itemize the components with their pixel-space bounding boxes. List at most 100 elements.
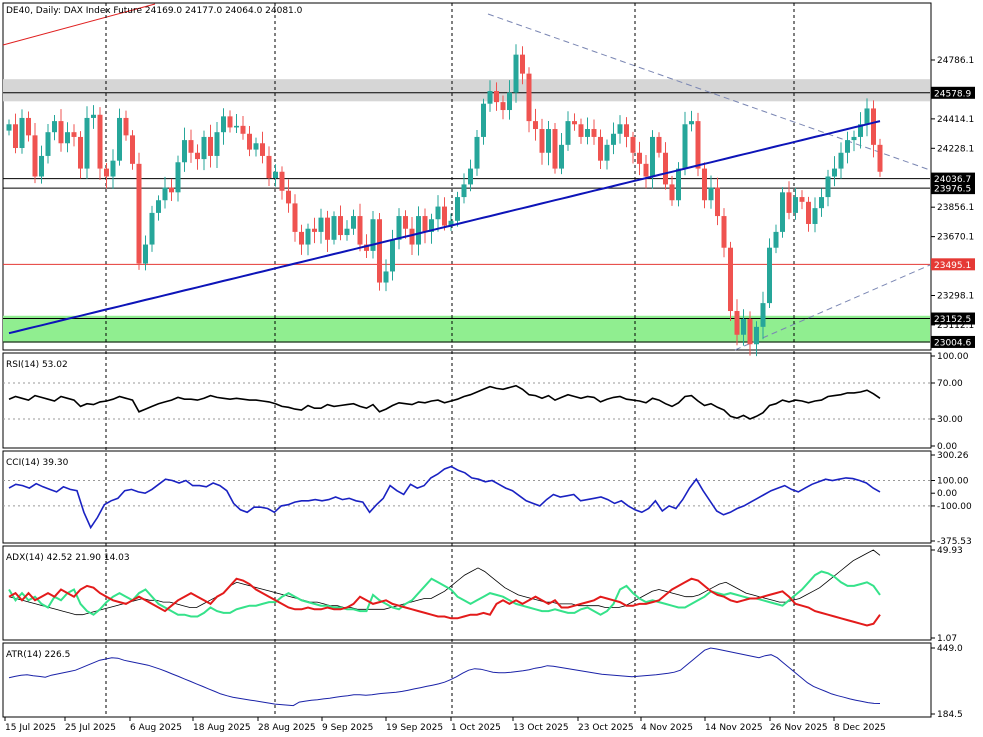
price-label-bg — [931, 172, 975, 185]
candle-body — [279, 171, 285, 191]
candle-body — [533, 121, 538, 130]
candle-body — [572, 121, 577, 125]
candle-body — [136, 163, 142, 264]
y-tick-label: 23670.1 — [937, 233, 974, 243]
candle-body — [357, 216, 363, 245]
indicator-tick-label: 49.93 — [937, 546, 963, 556]
x-tick-label: 25 Jul 2025 — [65, 723, 116, 733]
candle-body — [539, 129, 545, 153]
candle-body — [565, 121, 571, 145]
price-label-text: 23976.5 — [934, 185, 971, 195]
rsi-line — [8, 384, 881, 420]
indicator-tick-label: 1.07 — [937, 634, 957, 644]
candle-body — [481, 103, 486, 137]
candle-body — [494, 91, 499, 103]
candle-body — [318, 217, 324, 232]
candle-body — [39, 155, 44, 177]
candle-body — [84, 117, 90, 169]
candle-body — [468, 168, 473, 185]
candle-body — [19, 117, 25, 149]
candle-body — [383, 271, 389, 283]
candle-body — [669, 184, 675, 201]
indicator-tick-label: 300.26 — [937, 451, 969, 461]
candle-body — [695, 121, 701, 169]
candle-body — [559, 144, 564, 169]
candle-body — [175, 162, 181, 193]
candle-body — [325, 217, 330, 240]
candle-body — [806, 201, 811, 224]
x-tick-label: 15 Jul 2025 — [5, 723, 56, 733]
candle-body — [390, 239, 395, 272]
candle-body — [253, 143, 259, 150]
candle-body — [123, 117, 129, 136]
candle-body — [292, 203, 298, 232]
candle-body — [260, 143, 265, 156]
candle-body — [708, 187, 714, 201]
candle-body — [26, 117, 31, 136]
candle-body — [643, 163, 649, 177]
candles — [6, 44, 883, 357]
candle-body — [617, 124, 623, 134]
candle-body — [195, 152, 200, 160]
x-tick-label: 28 Aug 2025 — [258, 723, 316, 733]
indicator-tick-label: -100.00 — [937, 502, 972, 512]
candle-body — [221, 116, 226, 133]
candle-body — [208, 136, 213, 156]
candle-body — [578, 124, 584, 137]
indicator-tick-label: -375.53 — [937, 537, 972, 547]
candle-body — [507, 92, 512, 111]
candle-body — [741, 318, 746, 335]
period-separators — [105, 3, 795, 717]
candle-body — [273, 171, 278, 179]
candle-body — [416, 216, 421, 245]
x-tick-label: 18 Aug 2025 — [193, 723, 251, 733]
candle-body — [812, 208, 818, 224]
candle-body — [825, 176, 831, 198]
adx-title: ADX(14) 42.52 21.90 14.03 — [6, 553, 130, 563]
candle-body — [97, 114, 103, 169]
y-tick-label: 23298.1 — [937, 291, 974, 301]
x-tick-label: 19 Sep 2025 — [386, 723, 443, 733]
ma-line — [8, 120, 881, 335]
candle-body — [546, 129, 551, 153]
candle-body — [396, 216, 402, 240]
atr-title: ATR(14) 226.5 — [6, 650, 70, 660]
candle-body — [299, 231, 304, 245]
cci-title: CCI(14) 39.30 — [6, 458, 69, 468]
y-tick-label: 23856.1 — [937, 203, 974, 213]
candle-body — [344, 228, 350, 236]
candle-body — [448, 220, 454, 226]
price-label-bg — [931, 182, 975, 195]
candle-body — [780, 192, 785, 232]
candle-body — [877, 144, 883, 172]
candle-body — [702, 168, 707, 201]
candle-body — [312, 228, 317, 232]
candle-body — [58, 121, 64, 144]
candle-body — [747, 318, 753, 345]
candle-body — [851, 136, 857, 141]
moving-average — [8, 120, 881, 335]
x-tick-label: 14 Nov 2025 — [705, 723, 763, 733]
indicator-tick-label: 30.00 — [937, 415, 963, 425]
candle-body — [143, 244, 148, 264]
candle-body — [513, 54, 519, 93]
candle-body — [364, 244, 369, 251]
candle-body — [624, 124, 629, 137]
candle-body — [91, 114, 96, 118]
candle-body — [227, 116, 233, 128]
candle-body — [500, 102, 506, 111]
candle-body — [331, 216, 337, 240]
y-tick-label: 24228.1 — [937, 144, 974, 154]
candle-body — [435, 206, 441, 220]
x-tick-label: 23 Oct 2025 — [578, 723, 634, 733]
candle-body — [682, 124, 688, 169]
candle-body — [377, 219, 382, 283]
indicator-panes: 100.0070.0030.000.00300.26100.000.00-100… — [3, 352, 972, 720]
candle-body — [676, 168, 681, 201]
price-label-bg — [931, 312, 975, 325]
y-axis-ticks: 24786.1 24414.1 24228.1 23856.1 23670.1 23298… — [931, 56, 974, 331]
price-label-bg — [931, 258, 975, 271]
zone-green — [3, 315, 930, 343]
candle-body — [487, 91, 493, 104]
